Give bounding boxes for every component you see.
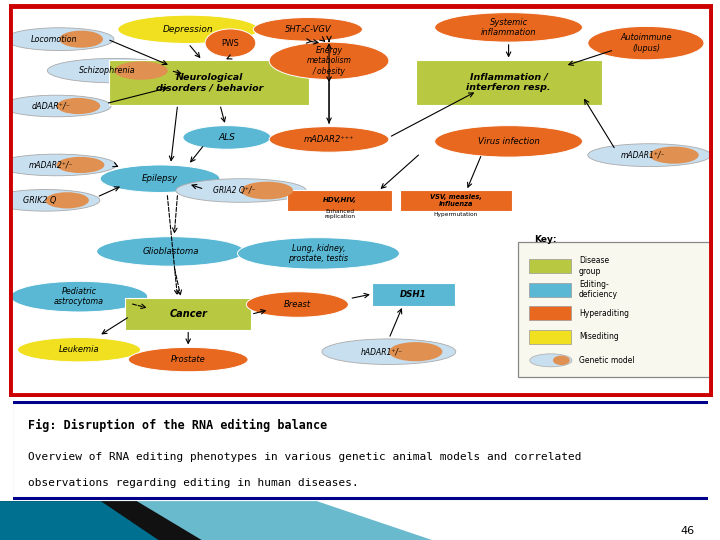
FancyBboxPatch shape <box>529 259 571 273</box>
Text: Editing-
deficiency: Editing- deficiency <box>579 280 618 299</box>
Ellipse shape <box>435 126 582 157</box>
Text: Hypermutation: Hypermutation <box>433 212 478 217</box>
Text: Overview of RNA editing phenotypes in various genetic animal models and correlat: Overview of RNA editing phenotypes in va… <box>28 452 582 462</box>
Text: ALS: ALS <box>218 133 235 142</box>
Ellipse shape <box>530 354 572 367</box>
Text: 46: 46 <box>680 525 695 536</box>
Text: Energy
metabolism
/ obesity: Energy metabolism / obesity <box>307 46 351 76</box>
Text: Epilepsy: Epilepsy <box>142 174 178 183</box>
Text: Systemic
inflammation: Systemic inflammation <box>481 18 536 37</box>
Text: Prostate: Prostate <box>171 355 206 364</box>
Ellipse shape <box>57 157 104 173</box>
Ellipse shape <box>0 190 100 211</box>
Ellipse shape <box>649 146 698 164</box>
Ellipse shape <box>176 179 306 202</box>
Ellipse shape <box>96 237 245 266</box>
Text: Breast: Breast <box>284 300 311 309</box>
Text: DSH1: DSH1 <box>400 290 427 299</box>
Ellipse shape <box>269 126 389 152</box>
Text: dADAR⁺/⁻: dADAR⁺/⁻ <box>32 102 71 111</box>
Polygon shape <box>0 501 202 540</box>
Ellipse shape <box>10 281 148 312</box>
Ellipse shape <box>269 42 389 79</box>
Ellipse shape <box>57 98 100 114</box>
Text: Misediting: Misediting <box>579 332 618 341</box>
FancyBboxPatch shape <box>529 307 571 320</box>
Ellipse shape <box>183 126 271 149</box>
Text: Inflammation /
interferon resp.: Inflammation / interferon resp. <box>467 73 551 92</box>
Text: mADAR2⁺/⁻: mADAR2⁺/⁻ <box>28 160 73 170</box>
Ellipse shape <box>435 12 582 42</box>
Text: HDV,HIV,: HDV,HIV, <box>323 197 356 204</box>
Ellipse shape <box>553 356 570 365</box>
Text: Autoimmune
(lupus): Autoimmune (lupus) <box>620 33 672 53</box>
FancyBboxPatch shape <box>400 190 512 211</box>
Text: Fig: Disruption of the RNA editing balance: Fig: Disruption of the RNA editing balan… <box>28 418 328 432</box>
Ellipse shape <box>246 292 348 318</box>
Ellipse shape <box>128 347 248 372</box>
FancyBboxPatch shape <box>11 402 710 498</box>
Ellipse shape <box>238 238 400 269</box>
Text: Genetic model: Genetic model <box>579 356 634 365</box>
Text: GRIA2 Q⁺/⁻: GRIA2 Q⁺/⁻ <box>213 186 256 195</box>
Text: Leukemia: Leukemia <box>59 345 99 354</box>
Text: VSV, measles,
influenza: VSV, measles, influenza <box>430 194 482 207</box>
Text: Neurological
disorders / behavior: Neurological disorders / behavior <box>156 73 263 92</box>
Text: Pediatric
astrocytoma: Pediatric astrocytoma <box>54 287 104 306</box>
Text: Hyperaditing: Hyperaditing <box>579 309 629 318</box>
Text: Enhanced
replication: Enhanced replication <box>324 208 355 219</box>
Text: observations regarding editing in human diseases.: observations regarding editing in human … <box>28 478 359 488</box>
Ellipse shape <box>114 62 168 80</box>
Text: Locomotion: Locomotion <box>30 35 77 44</box>
Ellipse shape <box>118 15 258 44</box>
Text: PWS: PWS <box>222 38 239 48</box>
Text: Disease
group: Disease group <box>579 256 609 276</box>
Ellipse shape <box>253 17 362 41</box>
FancyBboxPatch shape <box>518 241 712 377</box>
Ellipse shape <box>48 58 181 83</box>
FancyBboxPatch shape <box>415 60 601 105</box>
Text: hADAR1⁺/⁻: hADAR1⁺/⁻ <box>361 347 403 356</box>
Ellipse shape <box>45 192 89 208</box>
FancyBboxPatch shape <box>529 330 571 344</box>
Text: Schizophrenia: Schizophrenia <box>79 66 136 75</box>
FancyBboxPatch shape <box>109 60 310 105</box>
Text: Cancer: Cancer <box>169 309 207 319</box>
Text: 5HT₂C-VGV: 5HT₂C-VGV <box>284 25 331 34</box>
Ellipse shape <box>17 338 140 362</box>
Ellipse shape <box>205 29 256 57</box>
Ellipse shape <box>588 144 711 166</box>
Polygon shape <box>0 501 158 540</box>
Ellipse shape <box>59 31 103 48</box>
Ellipse shape <box>322 339 456 364</box>
Ellipse shape <box>5 28 114 51</box>
Text: GRIK2 Q: GRIK2 Q <box>23 196 56 205</box>
FancyBboxPatch shape <box>287 190 392 211</box>
FancyBboxPatch shape <box>372 283 456 306</box>
Ellipse shape <box>0 154 117 176</box>
FancyBboxPatch shape <box>125 298 251 330</box>
Text: Glioblastoma: Glioblastoma <box>143 247 199 256</box>
Ellipse shape <box>100 165 220 192</box>
Text: Key:: Key: <box>534 234 557 244</box>
Text: Lung, kidney,
prostate, testis: Lung, kidney, prostate, testis <box>289 244 348 263</box>
Ellipse shape <box>241 181 293 199</box>
Polygon shape <box>0 501 432 540</box>
Ellipse shape <box>389 342 442 361</box>
Ellipse shape <box>588 26 704 60</box>
Text: mADAR1⁺/⁻: mADAR1⁺/⁻ <box>621 151 665 160</box>
Text: Depression: Depression <box>163 25 214 34</box>
Ellipse shape <box>2 95 111 117</box>
Text: mADAR2⁺⁺⁺: mADAR2⁺⁺⁺ <box>304 135 354 144</box>
Text: Virus infection: Virus infection <box>477 137 539 146</box>
FancyBboxPatch shape <box>529 283 571 296</box>
